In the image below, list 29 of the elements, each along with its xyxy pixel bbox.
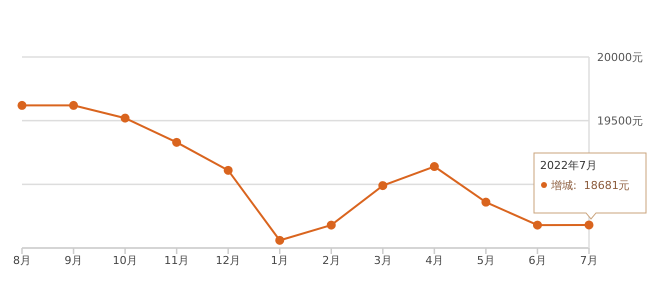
x-tick-label: 5月 [476,254,495,267]
point [275,236,284,245]
x-tick-label: 7月 [580,254,598,267]
x-tick-label: 3月 [374,254,392,267]
point [532,220,542,230]
x-tick-label: 10月 [112,254,138,267]
point [224,166,233,175]
point [481,198,490,207]
point [120,114,130,123]
point [172,138,182,147]
point [378,181,388,190]
x-tick-label: 6月 [528,254,546,267]
point [69,100,78,110]
point [430,162,439,172]
x-tick-label: 2月 [322,254,340,267]
x-tick-label: 1月 [270,254,289,267]
annotation: 增城: 18681元 [550,178,630,192]
annotation: 2022年7月 [540,158,597,172]
y-tick-label: 20000元 [597,50,643,64]
x-tick-label: 8月 [13,254,31,267]
tooltip-box: 2022年7月 增城: 18681元 [534,152,646,220]
y-tick-label: 19500元 [597,114,643,128]
x-tick-label: 12月 [216,254,241,267]
x-tick-label: 4月 [425,254,444,267]
x-tick-label: 9月 [64,254,83,267]
point [18,100,26,110]
point [584,220,594,230]
x-tick-label: 11月 [164,254,190,267]
point [326,220,336,230]
